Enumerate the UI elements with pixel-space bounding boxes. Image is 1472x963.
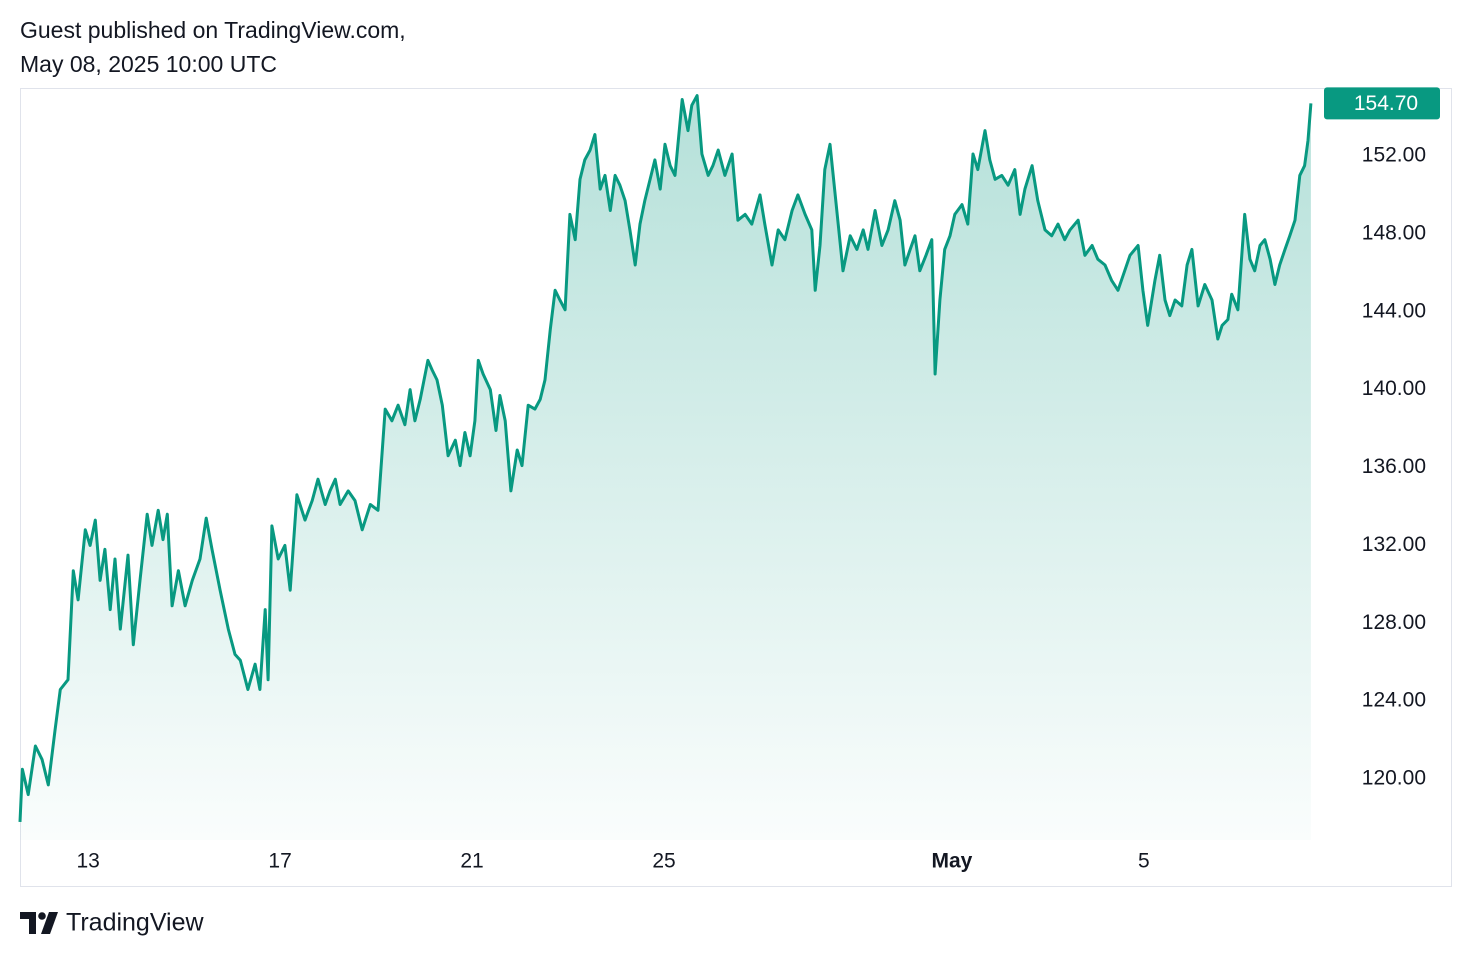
area-fill (20, 95, 1311, 841)
price-label: 154.70 (1354, 92, 1418, 115)
price-label-box (1324, 87, 1440, 120)
chart-frame (20, 88, 1452, 887)
y-tick-label: 144.00 (1362, 299, 1426, 322)
x-tick-label: 25 (652, 850, 675, 873)
y-tick-label: 152.00 (1362, 144, 1426, 167)
y-tick-label: 148.00 (1362, 221, 1426, 244)
brand-name: TradingView (66, 909, 205, 937)
price-line (18, 94, 1313, 822)
y-tick-label: 132.00 (1362, 533, 1426, 556)
y-tick-label: 128.00 (1362, 611, 1426, 634)
brand-logo (20, 912, 58, 934)
y-tick-label: 124.00 (1362, 689, 1426, 712)
y-tick-label: 136.00 (1362, 455, 1426, 478)
x-tick-label: 21 (460, 850, 483, 873)
x-tick-label: May (932, 850, 973, 873)
publisher: Guest published on TradingView.com, (20, 17, 406, 43)
y-tick-label: 140.00 (1362, 377, 1426, 400)
x-tick-label: 5 (1138, 850, 1150, 873)
y-tick-label: 120.00 (1362, 767, 1426, 790)
timestamp: May 08, 2025 10:00 UTC (20, 51, 277, 77)
x-tick-label: 17 (268, 850, 291, 873)
x-tick-label: 13 (76, 850, 99, 873)
